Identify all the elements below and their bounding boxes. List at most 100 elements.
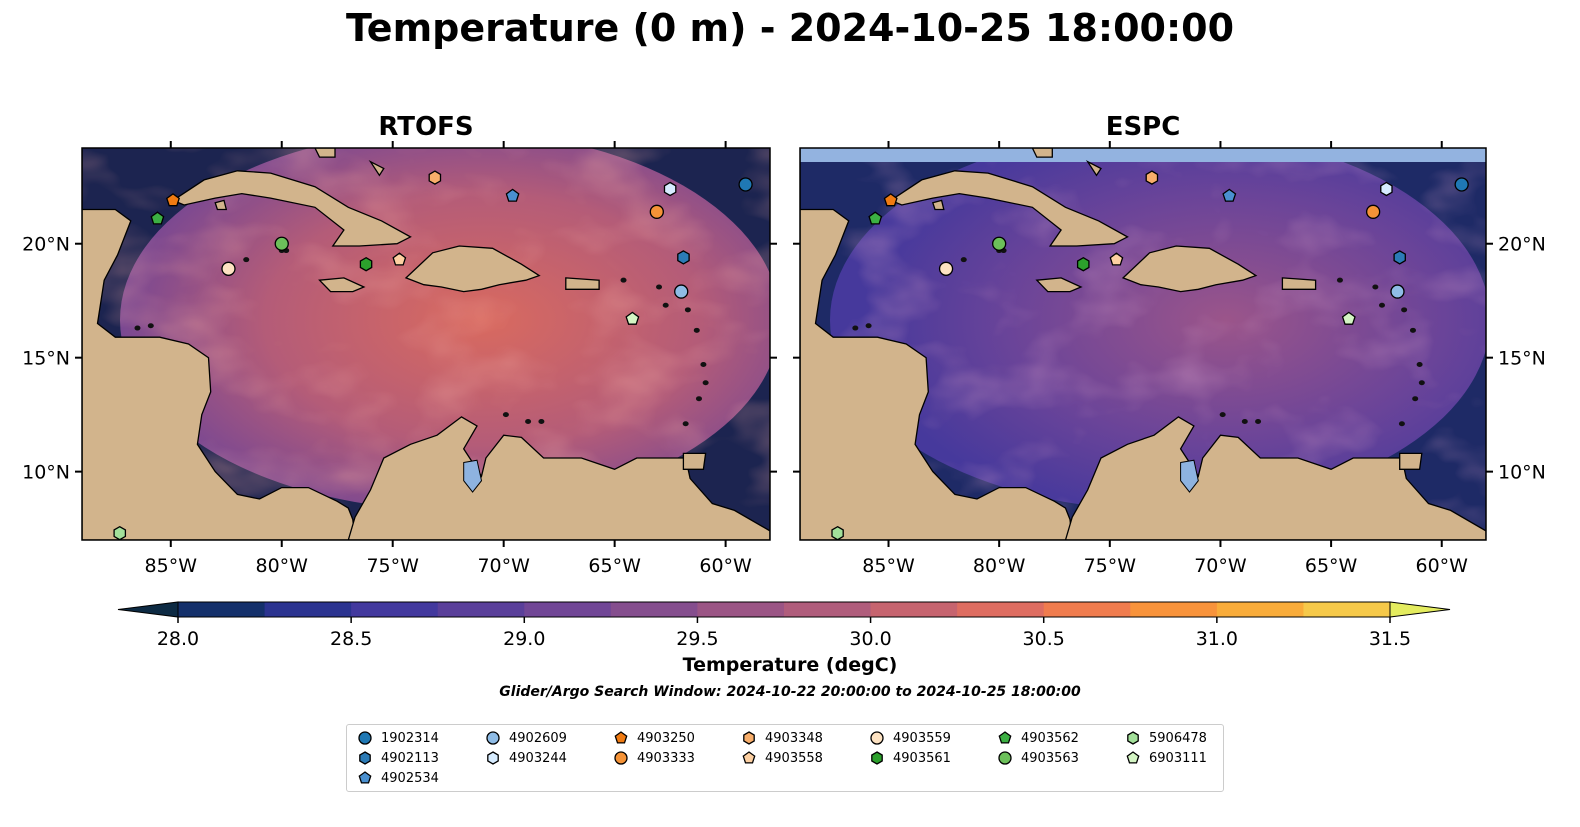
lat-tick-label: 15°N [22, 348, 70, 370]
float-marker-4903562 [150, 211, 165, 225]
legend-label: 5906478 [1149, 730, 1207, 746]
legend-marker-hexagon-icon [1127, 731, 1139, 745]
float-marker-4903558 [392, 252, 407, 266]
lon-tick-label: 85°W [862, 555, 915, 577]
legend-marker-hexagon-icon [743, 731, 755, 745]
legend-item-4903561: 4903561 [869, 748, 951, 768]
float-marker-4903333 [1365, 204, 1381, 219]
land-polygon [214, 199, 228, 211]
lat-tick-label: 10°N [1498, 462, 1546, 484]
legend-marker-hexagon-icon [871, 751, 883, 765]
espc-land [800, 148, 1486, 540]
colorbar-segment [610, 602, 698, 617]
legend-marker-pentagon-icon [742, 751, 756, 764]
float-marker-4902534 [505, 188, 520, 202]
land-polygon [1281, 277, 1317, 290]
legend-label: 4903559 [893, 730, 951, 746]
colorbar-segment [178, 602, 266, 617]
float-marker-4903563 [274, 236, 289, 251]
legend-label: 1902314 [381, 730, 439, 746]
espc-frame [799, 147, 1487, 541]
small-island [1398, 421, 1405, 427]
legend-item-4903558: 4903558 [741, 748, 823, 768]
small-island [1409, 327, 1416, 333]
colorbar-segment [1303, 602, 1391, 617]
small-island [656, 284, 663, 290]
small-island [1255, 418, 1262, 424]
search-window-note: Glider/Argo Search Window: 2024-10-22 20… [499, 684, 1081, 700]
land-polygon [82, 148, 356, 540]
legend-item-4903348: 4903348 [741, 728, 823, 748]
legend-marker-shape [1127, 731, 1139, 745]
float-marker-4903250 [166, 193, 180, 207]
legend-marker-shape [614, 751, 628, 765]
colorbar-extend-low [117, 601, 179, 618]
legend-marker-pentagon-icon [1126, 751, 1140, 764]
float-markers [113, 170, 1469, 541]
land-polygon [800, 148, 1073, 540]
colorbar-tick-label: 30.5 [1023, 628, 1065, 650]
legend-item-6903111: 6903111 [1125, 748, 1207, 768]
rtofs-frame [81, 147, 771, 541]
legend-item-4903559: 4903559 [869, 728, 951, 748]
legend-marker-shape [998, 731, 1012, 744]
colorbar-tick-label: 31.0 [1196, 628, 1238, 650]
small-island [960, 257, 967, 263]
legend-marker-shape [359, 751, 371, 765]
float-marker-4903348 [1145, 170, 1159, 185]
espc-map-panel [800, 148, 1486, 540]
float-marker-6903111 [625, 311, 640, 325]
legend-marker-shape [614, 731, 628, 744]
legend-item-1902314: 1902314 [357, 728, 439, 748]
land-polygon [1031, 148, 1053, 158]
legend-label: 4903563 [1021, 750, 1079, 766]
float-marker-5906478 [113, 525, 127, 541]
colorbar-segment [697, 602, 785, 617]
small-island [502, 412, 509, 418]
colorbar-segment [524, 602, 612, 617]
small-island [852, 325, 859, 331]
legend-marker-shape [870, 731, 884, 745]
small-island [662, 302, 669, 308]
float-marker-4903244 [663, 181, 677, 197]
lon-tick-label: 75°W [1084, 555, 1137, 577]
small-island [695, 396, 702, 402]
small-island [134, 325, 141, 331]
float-marker-4902113 [1393, 250, 1406, 265]
legend-marker-shape [358, 771, 372, 784]
colorbar-tick-label: 31.5 [1369, 628, 1411, 650]
small-island [538, 418, 545, 424]
colorbar-label: Temperature (degC) [682, 654, 898, 676]
small-island [1336, 277, 1343, 283]
float-marker-4903333 [649, 204, 664, 219]
land-polygon [368, 160, 385, 177]
lon-tick-label: 80°W [973, 555, 1026, 577]
land-polygon [171, 170, 412, 247]
float-marker-4902609 [674, 284, 689, 299]
legend-marker-shape [871, 751, 883, 765]
legend-label: 6903111 [1149, 750, 1207, 766]
main-title: Temperature (0 m) - 2024-10-25 18:00:00 [345, 6, 1235, 50]
lat-tick-label: 15°N [1498, 348, 1546, 370]
land-polygon [1085, 160, 1102, 177]
legend-marker-shape [743, 731, 755, 745]
small-island [1241, 418, 1248, 424]
small-island [1416, 362, 1423, 368]
panel-title-espc: ESPC [1105, 112, 1181, 142]
colorbar-tick-label: 28.5 [330, 628, 372, 650]
float-marker-4902534 [1222, 188, 1237, 202]
colorbar-segment [264, 602, 352, 617]
land-polygon [682, 452, 707, 470]
land-polygon [318, 277, 366, 293]
colorbar: 28.0 28.5 29.0 29.5 30.0 30.5 31.0 31.5 [117, 601, 1451, 650]
float-marker-4903562 [868, 211, 883, 225]
lon-tick-label: 85°W [145, 555, 198, 577]
small-island [702, 380, 709, 386]
land-polygon [1064, 416, 1486, 540]
legend-marker-circle-icon [614, 751, 628, 765]
land-polygon [347, 416, 770, 540]
legend-label: 4903244 [509, 750, 567, 766]
float-marker-4903559 [221, 261, 236, 276]
float-marker-4903558 [1109, 252, 1124, 266]
legend-marker-shape [742, 751, 756, 764]
